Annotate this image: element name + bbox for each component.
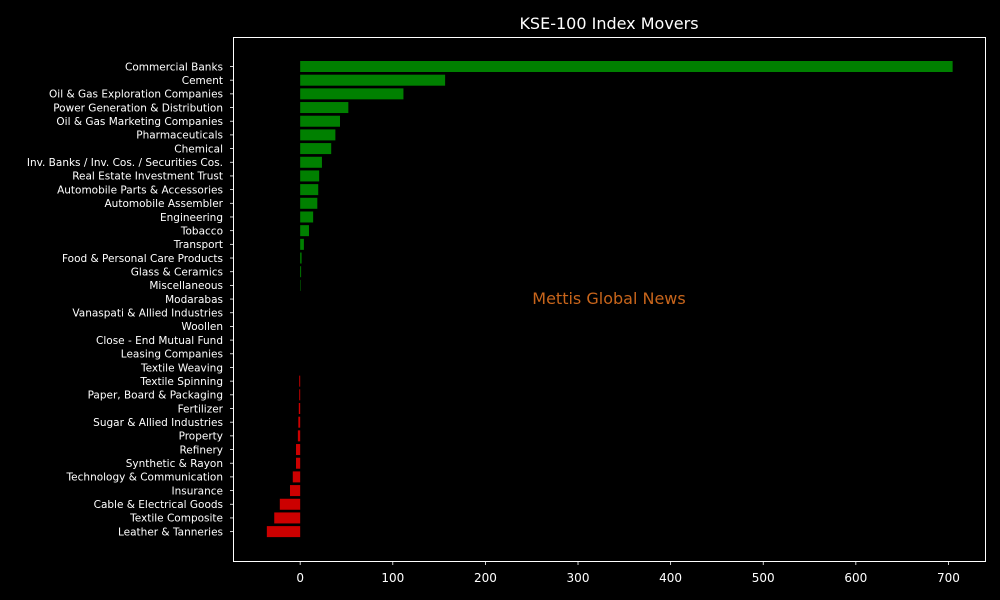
x-tick-label-500: 500 bbox=[752, 571, 775, 585]
bar-engineering bbox=[300, 211, 314, 223]
bar-transport bbox=[300, 238, 304, 250]
bar-glass-ceramics bbox=[300, 266, 302, 278]
bar-refinery bbox=[296, 444, 301, 456]
bar-property bbox=[297, 430, 301, 442]
category-label-woollen: Woollen bbox=[181, 321, 223, 333]
category-label-commercial-banks: Commercial Banks bbox=[125, 61, 223, 73]
category-label-refinery: Refinery bbox=[179, 444, 223, 456]
category-label-leasing-companies: Leasing Companies bbox=[121, 349, 223, 361]
bar-tobacco bbox=[300, 225, 309, 237]
bar-leather-tanneries bbox=[266, 526, 301, 538]
bar-fertilizer bbox=[298, 403, 301, 414]
bar-automobile-parts-accessories bbox=[300, 184, 319, 196]
category-label-textile-weaving: Textile Weaving bbox=[140, 362, 223, 374]
bar-cable-electrical-goods bbox=[279, 498, 301, 510]
chart-title: KSE-100 Index Movers bbox=[519, 14, 698, 33]
bar-oil-gas-marketing-companies bbox=[300, 115, 341, 127]
bar-real-estate-investment-trust bbox=[300, 170, 320, 182]
bar-textile-composite bbox=[274, 512, 301, 524]
bar-food-personal-care-products bbox=[300, 252, 302, 264]
category-label-automobile-parts-accessories: Automobile Parts & Accessories bbox=[57, 184, 223, 196]
bar-textile-spinning bbox=[299, 375, 301, 387]
x-tick-label-600: 600 bbox=[844, 571, 867, 585]
category-label-modarabas: Modarabas bbox=[165, 294, 223, 306]
watermark-text: Mettis Global News bbox=[532, 289, 685, 308]
bar-power-generation-distribution bbox=[300, 102, 349, 114]
category-label-food-personal-care-products: Food & Personal Care Products bbox=[62, 253, 223, 265]
bar-sugar-allied-industries bbox=[298, 416, 301, 428]
bar-synthetic-rayon bbox=[296, 457, 301, 469]
bars-group bbox=[266, 61, 953, 538]
category-label-textile-composite: Textile Composite bbox=[129, 513, 223, 525]
plot-frame bbox=[233, 37, 986, 562]
bar-technology-communication bbox=[292, 471, 301, 483]
bar-commercial-banks bbox=[300, 61, 953, 72]
category-label-oil-gas-exploration-companies: Oil & Gas Exploration Companies bbox=[49, 89, 223, 101]
bar-chemical bbox=[300, 143, 332, 155]
category-label-insurance: Insurance bbox=[171, 485, 223, 497]
category-label-cement: Cement bbox=[182, 75, 223, 87]
category-label-miscellaneous: Miscellaneous bbox=[149, 280, 223, 292]
bar-insurance bbox=[289, 485, 301, 497]
x-tick-label-300: 300 bbox=[567, 571, 590, 585]
category-label-leather-tanneries: Leather & Tanneries bbox=[118, 526, 223, 538]
bar-automobile-assembler bbox=[300, 197, 318, 209]
category-label-tobacco: Tobacco bbox=[180, 225, 223, 237]
category-label-paper-board-packaging: Paper, Board & Packaging bbox=[88, 390, 223, 402]
x-tick-label-0: 0 bbox=[296, 571, 304, 585]
category-label-glass-ceramics: Glass & Ceramics bbox=[131, 267, 223, 279]
category-label-fertilizer: Fertilizer bbox=[178, 403, 224, 415]
category-label-automobile-assembler: Automobile Assembler bbox=[105, 198, 224, 210]
category-label-oil-gas-marketing-companies: Oil & Gas Marketing Companies bbox=[56, 116, 223, 128]
category-label-vanaspati-allied-industries: Vanaspati & Allied Industries bbox=[72, 308, 223, 320]
x-tick-label-400: 400 bbox=[659, 571, 682, 585]
category-label-power-generation-distribution: Power Generation & Distribution bbox=[53, 102, 223, 114]
category-label-sugar-allied-industries: Sugar & Allied Industries bbox=[93, 417, 223, 429]
category-labels-group: Commercial Banks Cement Oil & Gas Explorat… bbox=[27, 61, 234, 538]
category-label-inv-banks-inv-cos-securities-cos: Inv. Banks / Inv. Cos. / Securities Cos. bbox=[27, 157, 223, 169]
bar-paper-board-packaging bbox=[299, 389, 301, 401]
category-label-chemical: Chemical bbox=[174, 143, 223, 155]
x-tick-label-700: 700 bbox=[937, 571, 960, 585]
category-label-pharmaceuticals: Pharmaceuticals bbox=[136, 130, 223, 142]
category-label-real-estate-investment-trust: Real Estate Investment Trust bbox=[72, 171, 223, 183]
bar-pharmaceuticals bbox=[300, 129, 336, 141]
category-label-cable-electrical-goods: Cable & Electrical Goods bbox=[94, 499, 223, 511]
category-label-textile-spinning: Textile Spinning bbox=[139, 376, 223, 388]
x-tick-label-100: 100 bbox=[381, 571, 404, 585]
category-label-synthetic-rayon: Synthetic & Rayon bbox=[126, 458, 223, 470]
category-label-engineering: Engineering bbox=[160, 212, 223, 224]
x-tick-label-200: 200 bbox=[474, 571, 497, 585]
category-label-close-end-mutual-fund: Close - End Mutual Fund bbox=[96, 335, 223, 347]
category-label-property: Property bbox=[179, 431, 223, 443]
x-ticks-group: 0 100 200 300 400 500 600 700 bbox=[296, 561, 960, 585]
bar-oil-gas-exploration-companies bbox=[300, 88, 404, 100]
category-label-transport: Transport bbox=[173, 239, 223, 251]
bar-cement bbox=[300, 74, 446, 86]
category-label-technology-communication: Technology & Communication bbox=[66, 472, 223, 484]
bar-inv-banks-inv-cos-securities-cos bbox=[300, 156, 322, 168]
